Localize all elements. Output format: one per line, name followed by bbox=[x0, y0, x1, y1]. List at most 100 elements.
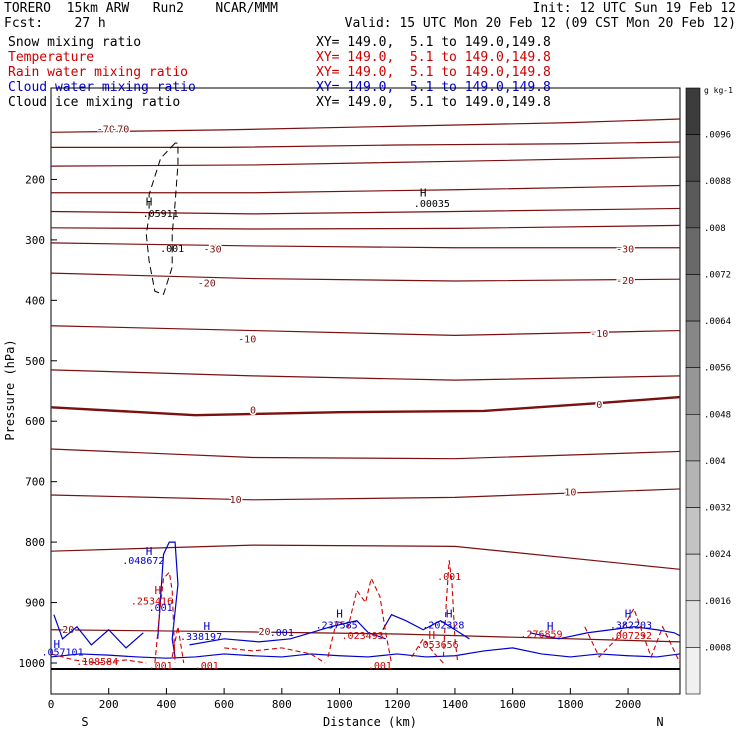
cloud-water-label: .382203 bbox=[610, 621, 652, 632]
rain-label: .007292 bbox=[610, 631, 652, 642]
y-tick-label: 700 bbox=[25, 476, 45, 489]
temperature-contour bbox=[50, 224, 681, 230]
max-marker: H bbox=[625, 608, 632, 621]
colorbar-tick-label: .0056 bbox=[704, 364, 731, 374]
forecast-hour: Fcst: 27 h bbox=[4, 16, 106, 31]
max-marker: H bbox=[336, 608, 343, 621]
colorbar-tick-label: .0048 bbox=[704, 410, 731, 420]
y-tick-label: 400 bbox=[25, 294, 45, 307]
rain-water-contour bbox=[50, 653, 147, 664]
field-range-temperature: XY= 149.0, 5.1 to 149.0,149.8 bbox=[316, 50, 551, 65]
y-tick-label: 300 bbox=[25, 234, 45, 247]
colorbar-swatch bbox=[685, 600, 701, 648]
colorbar-swatch bbox=[685, 507, 701, 555]
rain-water-contour bbox=[171, 626, 185, 664]
max-marker: H bbox=[146, 545, 153, 558]
x-end-label-north: N bbox=[656, 715, 663, 729]
rain-water-contour bbox=[411, 637, 444, 664]
cloud-water-contour bbox=[529, 626, 681, 640]
temperature-contour bbox=[50, 118, 681, 133]
colorbar-swatch bbox=[685, 460, 701, 508]
colorbar-swatch bbox=[685, 647, 701, 695]
rain-label: .108584 bbox=[76, 657, 118, 668]
max-marker: H bbox=[420, 186, 427, 199]
x-tick-label: 600 bbox=[214, 698, 234, 711]
x-tick-label: 1200 bbox=[384, 698, 411, 711]
temperature-contour-label: 10 bbox=[564, 488, 576, 499]
cloud-water-contour bbox=[53, 614, 144, 649]
temperature-contour bbox=[50, 272, 681, 282]
max-marker: H bbox=[203, 620, 210, 633]
temperature-contour-label: -30 bbox=[204, 245, 222, 256]
field-name-rain: Rain water mixing ratio bbox=[8, 65, 189, 80]
colorbar-unit: g kg-1 bbox=[704, 86, 733, 95]
temperature-contour bbox=[50, 395, 681, 417]
colorbar-swatch bbox=[685, 414, 701, 462]
rain-water-contour bbox=[327, 576, 393, 664]
temperature-contour-label: -30 bbox=[616, 245, 634, 256]
cloud-water-label: .237585 bbox=[316, 621, 358, 632]
max-marker: H bbox=[547, 620, 554, 633]
colorbar-tick-label: .0072 bbox=[704, 270, 731, 280]
cloud-water-label: .057101 bbox=[41, 648, 83, 659]
cloud-water-contour bbox=[50, 647, 681, 659]
plot-frame bbox=[50, 87, 681, 695]
temperature-contour-label: -70 bbox=[97, 124, 115, 135]
temperature-contour bbox=[51, 184, 681, 194]
temperature-contour bbox=[50, 544, 681, 570]
temperature-contour bbox=[50, 242, 680, 249]
cloud-water-label: .202328 bbox=[422, 621, 464, 632]
temperature-contour-label: -10 bbox=[590, 329, 608, 340]
colorbar-tick-label: .0088 bbox=[704, 177, 731, 187]
x-tick-label: 2000 bbox=[615, 698, 642, 711]
temperature-contour bbox=[50, 448, 681, 460]
max-marker: H bbox=[154, 584, 161, 597]
cloud-water-label: .001 bbox=[149, 603, 173, 614]
colorbar-tick-label: .0024 bbox=[704, 550, 731, 560]
y-axis-label: Pressure (hPa) bbox=[3, 339, 17, 440]
y-tick-label: 800 bbox=[25, 536, 45, 549]
rain-water-contour bbox=[224, 647, 326, 664]
x-tick-label: 800 bbox=[272, 698, 292, 711]
cloud-water-contour bbox=[157, 541, 179, 658]
colorbar-tick-label: .0096 bbox=[704, 131, 731, 141]
cloud-water-label: .338197 bbox=[180, 632, 222, 643]
colorbar-swatch bbox=[685, 87, 701, 135]
snow-label: .05911 bbox=[143, 209, 179, 220]
rain-label: .001 bbox=[195, 661, 219, 672]
x-tick-label: 1400 bbox=[442, 698, 469, 711]
x-end-label-south: S bbox=[81, 715, 88, 729]
temperature-contour bbox=[50, 156, 681, 167]
x-axis-label: Distance (km) bbox=[323, 715, 417, 729]
rain-label: .001 bbox=[149, 661, 173, 672]
y-tick-label: 600 bbox=[25, 415, 45, 428]
snow-label: .001 bbox=[160, 244, 184, 255]
max-marker: H bbox=[429, 629, 436, 642]
colorbar-tick-label: .0008 bbox=[704, 643, 731, 653]
cloud-water-label: .001 bbox=[270, 628, 294, 639]
x-tick-label: 0 bbox=[48, 698, 55, 711]
x-tick-label: 400 bbox=[156, 698, 176, 711]
snow-label: .00035 bbox=[414, 199, 450, 210]
temperature-contour-label: -20 bbox=[616, 276, 634, 287]
rain-water-contour bbox=[154, 571, 176, 664]
colorbar-swatch bbox=[685, 553, 701, 602]
temperature-contour bbox=[50, 325, 681, 336]
temperature-contour bbox=[50, 207, 681, 215]
rain-water-contour bbox=[584, 607, 681, 664]
colorbar-swatch bbox=[685, 367, 701, 415]
rain-label: .276859 bbox=[520, 630, 562, 641]
max-marker: H bbox=[146, 195, 153, 208]
field-range-cloud-ice: XY= 149.0, 5.1 to 149.0,149.8 bbox=[316, 95, 551, 110]
temperature-contour bbox=[50, 369, 681, 381]
temperature-contour-label: -70 bbox=[111, 124, 129, 135]
temperature-contour-label: 20 bbox=[62, 625, 74, 636]
max-marker: H bbox=[446, 608, 453, 621]
colorbar-swatch bbox=[685, 134, 701, 182]
colorbar-tick-label: .0016 bbox=[704, 597, 731, 607]
field-name-cloud-ice: Cloud ice mixing ratio bbox=[8, 95, 181, 110]
colorbar-tick-label: .0064 bbox=[704, 317, 731, 327]
colorbar-swatch bbox=[685, 180, 701, 229]
temperature-contour-label: -10 bbox=[238, 335, 256, 346]
